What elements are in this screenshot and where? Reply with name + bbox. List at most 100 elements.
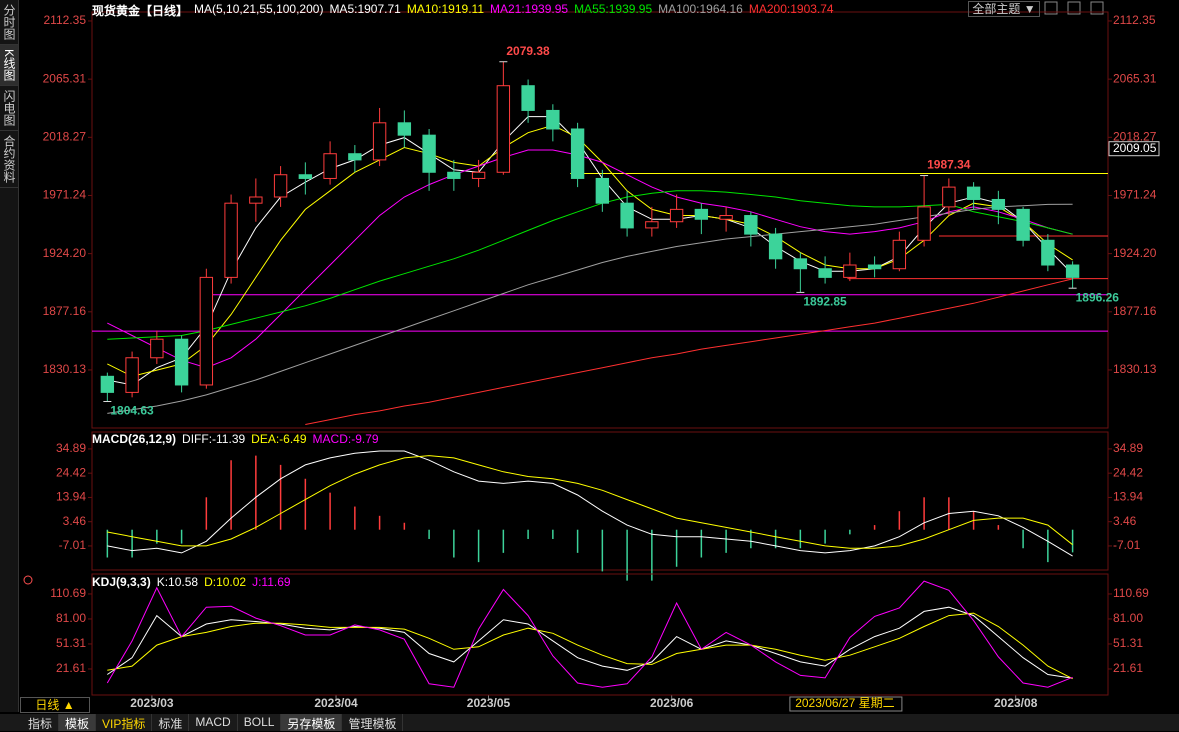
legend-entry: DIFF:-11.39 [182, 432, 246, 446]
y-tick-label: 21.61 [1113, 661, 1143, 675]
y-tick-label: 1924.20 [1113, 246, 1157, 260]
cursor-price: 2009.05 [1113, 141, 1157, 155]
candle-body [645, 221, 659, 229]
legend-entry: MA21:1939.95 [490, 2, 569, 16]
candle-body [966, 186, 981, 200]
candle-body [793, 258, 808, 270]
candle-body [620, 202, 634, 229]
legend-entry: MACD:-9.79 [312, 432, 379, 446]
y-tick-label: 2018.27 [1113, 129, 1157, 143]
legend-entry: DEA:-6.49 [251, 432, 307, 446]
line [107, 190, 1073, 340]
candle-body [397, 122, 412, 136]
candle-body [595, 177, 610, 204]
toolbar-tab[interactable]: MACD [189, 714, 238, 731]
y-tick-label: 51.31 [56, 636, 86, 650]
side-tab[interactable]: K线图 [0, 45, 18, 87]
y-tick-label: 1830.13 [1113, 362, 1157, 376]
legend-entry: D:10.02 [204, 575, 247, 589]
y-tick-label: 24.42 [56, 465, 86, 479]
line [107, 203, 1073, 414]
y-tick-label: 110.69 [1113, 586, 1149, 600]
candle-body [471, 171, 486, 179]
candle-body [150, 338, 164, 359]
y-tick-label: 2065.31 [43, 71, 87, 85]
toolbar-tab[interactable]: 模板 [59, 714, 97, 731]
x-tick-label: 2023/08 [994, 696, 1038, 710]
indicator-icon[interactable] [23, 575, 33, 585]
side-tab[interactable]: 合约资料 [0, 131, 18, 189]
annotation: 1804.63 [110, 404, 154, 418]
y-tick-label: 1971.24 [1113, 188, 1157, 202]
legend-entry: MA10:1919.11 [406, 2, 484, 16]
candle-body [570, 128, 585, 179]
chart-title: MACD(26,12,9) [92, 432, 177, 446]
icon-settings[interactable] [1067, 1, 1081, 15]
cursor-date: 2023/06/27 星期二 [795, 696, 894, 710]
candle-body [719, 215, 733, 220]
side-tab[interactable]: 闪电图 [0, 86, 18, 132]
chart-title: KDJ(9,3,3) [92, 575, 151, 589]
line [107, 124, 1073, 377]
annotation: 2079.38 [506, 44, 550, 58]
x-tick-label: 2023/04 [314, 696, 358, 710]
period-select[interactable]: 日线 ▲ [20, 697, 90, 713]
y-tick-label: 1877.16 [1113, 304, 1157, 318]
y-tick-label: 24.42 [1113, 465, 1143, 479]
side-tabs: 分时图 K线图 闪电图 合约资料 [0, 0, 19, 712]
candle-body [199, 276, 214, 386]
line [106, 580, 1073, 688]
toolbar-tab[interactable]: VIP指标 [96, 714, 153, 731]
legend-entry: MA55:1939.95 [574, 2, 653, 16]
candle-body [422, 134, 436, 173]
candle-body [348, 153, 362, 161]
candle-body [1041, 239, 1055, 266]
toolbar: 指标 模板 VIP指标 标准 MACD BOLL 另存模板 管理模板 [0, 714, 1179, 731]
legend-entry: K:10.58 [156, 575, 199, 589]
icon-grid[interactable] [1044, 1, 1058, 15]
candle-body [249, 196, 263, 204]
side-tab[interactable]: 分时图 [0, 0, 18, 45]
candle-body [744, 215, 758, 235]
legend-entry: J:11.69 [252, 575, 291, 589]
y-tick-label: 81.00 [1113, 611, 1143, 625]
cursor-date-box [789, 696, 903, 712]
candle-body [867, 264, 882, 270]
cursor-price-box [1108, 141, 1160, 157]
toolbar-tab[interactable]: 另存模板 [281, 714, 343, 731]
candle-body [521, 85, 535, 111]
annotation: 1892.85 [803, 295, 847, 309]
toolbar-tab[interactable]: 标准 [152, 714, 190, 731]
candle-body [372, 122, 387, 161]
candle-body [669, 208, 684, 223]
x-tick-label: 2023/03 [130, 696, 174, 710]
candle-body [768, 233, 783, 260]
panel-frame [91, 431, 1109, 571]
y-tick-label: 51.31 [1113, 636, 1143, 650]
y-tick-label: 21.61 [56, 661, 86, 675]
candle-body [1016, 208, 1030, 241]
panel-frame [91, 573, 1109, 696]
toolbar-tab[interactable]: BOLL [238, 714, 282, 731]
candle-body [125, 357, 139, 393]
legend-entry: MA100:1964.16 [658, 2, 743, 16]
y-tick-label: 110.69 [50, 586, 86, 600]
chart-title: 现货黄金【日线】 [92, 4, 189, 18]
line [107, 455, 1073, 549]
line [107, 116, 1073, 386]
toolbar-tab[interactable]: 管理模板 [342, 714, 404, 731]
candle-body [496, 85, 511, 173]
y-tick-label: 3.46 [63, 514, 87, 528]
toolbar-tab[interactable]: 指标 [22, 714, 60, 731]
legend: KDJ(9,3,3) K:10.58 D:10.02 J:11.69 [92, 575, 291, 589]
y-tick-label: 1971.24 [43, 188, 87, 202]
y-tick-label: -7.01 [1113, 538, 1141, 552]
theme-select[interactable]: 全部主题 ▼ [968, 1, 1040, 17]
icon-close[interactable] [1090, 1, 1104, 15]
candle-body [892, 239, 907, 270]
legend-entry: MA200:1903.74 [748, 2, 834, 16]
candle-body [843, 264, 857, 278]
y-tick-label: 1877.16 [43, 304, 87, 318]
